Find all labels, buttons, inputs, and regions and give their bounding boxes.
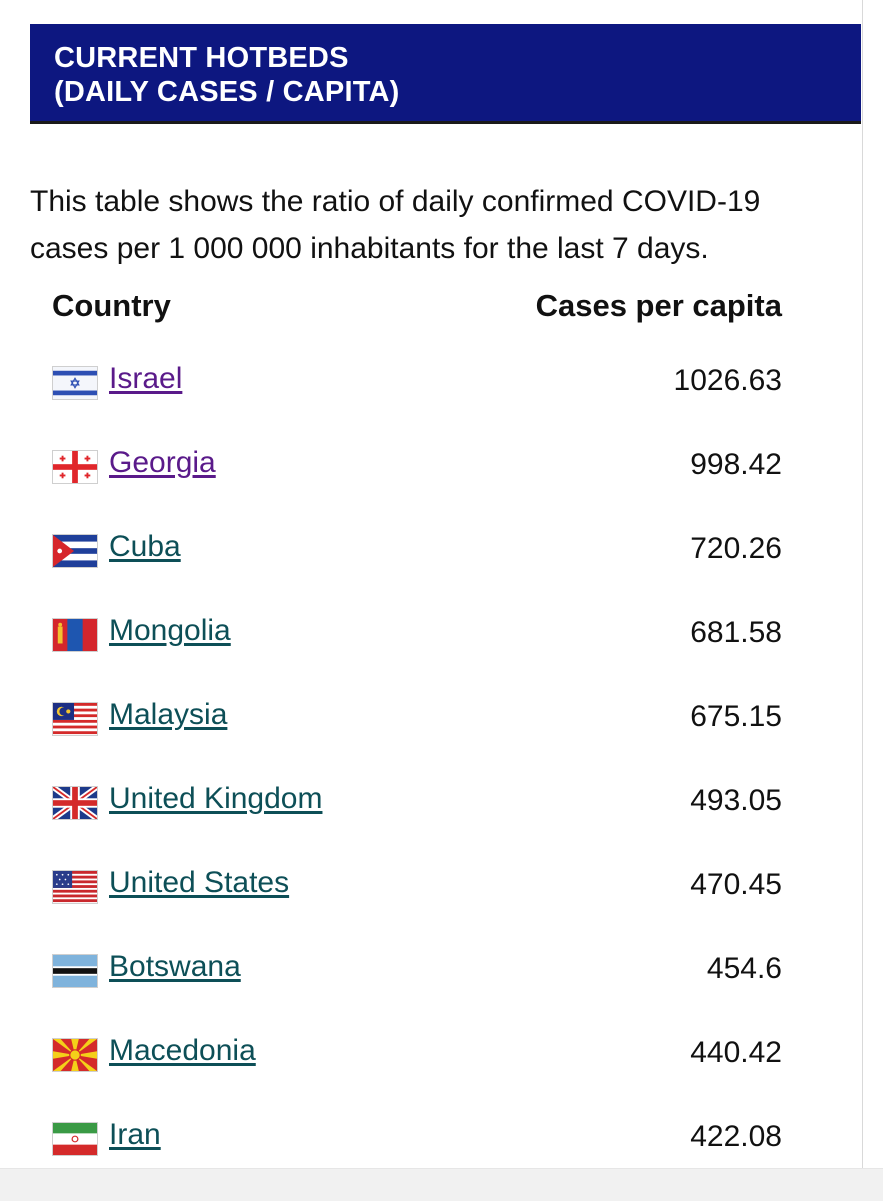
mongolia-flag-icon — [52, 618, 98, 652]
cases-value: 454.6 — [706, 952, 782, 985]
cases-value: 1026.63 — [673, 364, 782, 397]
header-title: CURRENT HOTBEDS — [54, 42, 349, 74]
cases-value: 998.42 — [690, 448, 782, 481]
description-line-1: This table shows the ratio of daily conf… — [30, 185, 761, 218]
botswana-flag-icon — [52, 954, 98, 988]
table-row: Iran 422.08 — [52, 1118, 782, 1168]
country-link-iran[interactable]: Iran — [109, 1118, 161, 1151]
cases-value: 675.15 — [690, 700, 782, 733]
country-link-macedonia[interactable]: Macedonia — [109, 1034, 256, 1067]
united-kingdom-flag-icon — [52, 786, 98, 820]
country-link-georgia[interactable]: Georgia — [109, 446, 216, 479]
cases-value: 440.42 — [690, 1036, 782, 1069]
country-link-israel[interactable]: Israel — [109, 362, 183, 395]
table-row: Cuba 720.26 — [52, 530, 782, 580]
table-row: United States 470.45 — [52, 866, 782, 916]
cases-value: 422.08 — [690, 1120, 782, 1153]
country-column-header: Country — [52, 288, 171, 323]
iran-flag-icon — [52, 1122, 98, 1156]
description-line-2: cases per 1 000 000 inhabitants for the … — [30, 232, 709, 265]
country-link-malaysia[interactable]: Malaysia — [109, 698, 228, 731]
macedonia-flag-icon — [52, 1038, 98, 1072]
table-description: This table shows the ratio of daily conf… — [30, 178, 850, 272]
page-bottom-strip — [0, 1168, 883, 1201]
country-link-mongolia[interactable]: Mongolia — [109, 614, 231, 647]
table-row: United Kingdom 493.05 — [52, 782, 782, 832]
cases-value: 720.26 — [690, 532, 782, 565]
cuba-flag-icon — [52, 534, 98, 568]
table-row: Macedonia 440.42 — [52, 1034, 782, 1084]
cases-column-header: Cases per capita — [535, 288, 782, 323]
table-row: Georgia 998.42 — [52, 446, 782, 496]
table-row: Botswana 454.6 — [52, 950, 782, 1000]
country-link-cuba[interactable]: Cuba — [109, 530, 181, 563]
cases-value: 470.45 — [690, 868, 782, 901]
israel-flag-icon — [52, 366, 98, 400]
cases-value: 493.05 — [690, 784, 782, 817]
country-link-united-kingdom[interactable]: United Kingdom — [109, 782, 323, 815]
table-row: Mongolia 681.58 — [52, 614, 782, 664]
cases-value: 681.58 — [690, 616, 782, 649]
malaysia-flag-icon — [52, 702, 98, 736]
united-states-flag-icon — [52, 870, 98, 904]
table-row: Malaysia 675.15 — [52, 698, 782, 748]
country-link-botswana[interactable]: Botswana — [109, 950, 241, 983]
page-right-border — [862, 0, 863, 1200]
table-row: Israel 1026.63 — [52, 362, 782, 412]
georgia-flag-icon — [52, 450, 98, 484]
country-link-united-states[interactable]: United States — [109, 866, 290, 899]
section-header: CURRENT HOTBEDS (DAILY CASES / CAPITA) — [30, 24, 861, 124]
header-subtitle: (DAILY CASES / CAPITA) — [54, 76, 400, 108]
